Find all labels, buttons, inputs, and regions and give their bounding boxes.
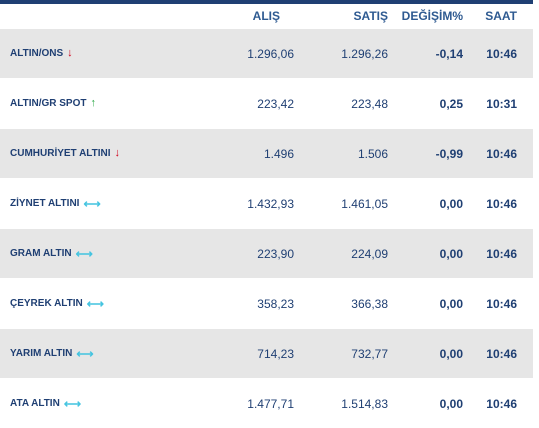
row-change: -0,99 [435,146,463,161]
row-name[interactable]: ALTIN/ONS [10,48,64,59]
table-row[interactable]: ZİYNET ALTINI ⟷ 1.432,93 1.461,05 0,00 10… [0,178,533,228]
gold-price-table: ALIŞ SATIŞ DEĞİŞİM% SAAT ALTIN/ONS ↓ 1.29… [0,4,533,428]
row-name[interactable]: ZİYNET ALTINI [10,198,80,209]
top-accent-bar [0,0,533,4]
table-row[interactable]: ALTIN/GR SPOT ↑ 223,42 223,48 0,25 10:31 [0,78,533,128]
row-time: 10:46 [486,346,517,361]
row-sell: 1.506 [357,146,388,161]
table-row[interactable]: GRAM ALTIN ⟷ 223,90 224,09 0,00 10:46 [0,228,533,278]
row-sell: 366,38 [351,296,388,311]
row-name[interactable]: ATA ALTIN [10,398,60,409]
row-time: 10:46 [486,196,517,211]
row-sell: 1.461,05 [341,196,388,211]
row-change: 0,00 [439,396,463,411]
row-time: 10:46 [486,246,517,261]
down-arrow-icon: ↓ [114,147,121,159]
table-row[interactable]: YARIM ALTIN ⟷ 714,23 732,77 0,00 10:46 [0,328,533,378]
row-change: 0,00 [439,246,463,261]
row-buy: 1.477,71 [247,396,294,411]
row-buy: 358,23 [257,296,294,311]
row-time: 10:46 [486,396,517,411]
row-sell: 224,09 [351,246,388,261]
header-sell: SATIŞ [353,9,388,23]
table-row[interactable]: ATA ALTIN ⟷ 1.477,71 1.514,83 0,00 10:46 [0,378,533,428]
row-buy: 1.432,93 [247,196,294,211]
row-buy: 1.296,06 [247,46,294,61]
row-name[interactable]: GRAM ALTIN [10,248,72,259]
header-change: DEĞİŞİM% [401,9,463,23]
flat-arrow-icon: ⟷ [75,246,93,261]
row-sell: 1.514,83 [341,396,388,411]
row-name[interactable]: YARIM ALTIN [10,348,73,359]
row-time: 10:46 [486,146,517,161]
down-arrow-icon: ↓ [67,47,73,59]
row-change: 0,25 [439,96,463,111]
row-sell: 223,48 [351,96,388,111]
header-buy: ALIŞ [252,9,280,23]
row-change: 0,00 [439,196,463,211]
row-change: 0,00 [439,296,463,311]
row-name[interactable]: ALTIN/GR SPOT [10,98,87,109]
header-time: SAAT [485,9,517,23]
row-buy: 714,23 [257,346,294,361]
flat-arrow-icon: ⟷ [83,196,101,211]
table-header: ALIŞ SATIŞ DEĞİŞİM% SAAT [0,4,533,28]
row-time: 10:46 [486,296,517,311]
table-row[interactable]: ÇEYREK ALTIN ⟷ 358,23 366,38 0,00 10:46 [0,278,533,328]
table-row[interactable]: CUMHURİYET ALTINI ↓ 1.496 1.506 -0,99 10:… [0,128,533,178]
row-buy: 223,90 [257,246,294,261]
row-time: 10:46 [486,46,517,61]
page-edge [533,0,539,425]
row-time: 10:31 [486,96,517,111]
up-arrow-icon: ↑ [90,97,96,109]
row-sell: 732,77 [351,346,388,361]
row-name[interactable]: CUMHURİYET ALTINI [10,148,111,159]
row-buy: 223,42 [257,96,294,111]
flat-arrow-icon: ⟷ [63,396,82,411]
row-buy: 1.496 [263,146,294,161]
flat-arrow-icon: ⟷ [76,346,94,361]
row-sell: 1.296,26 [341,46,388,61]
table-row[interactable]: ALTIN/ONS ↓ 1.296,06 1.296,26 -0,14 10:46 [0,28,533,78]
row-name[interactable]: ÇEYREK ALTIN [10,298,83,309]
row-change: 0,00 [439,346,463,361]
flat-arrow-icon: ⟷ [86,296,104,311]
row-change: -0,14 [435,46,463,61]
